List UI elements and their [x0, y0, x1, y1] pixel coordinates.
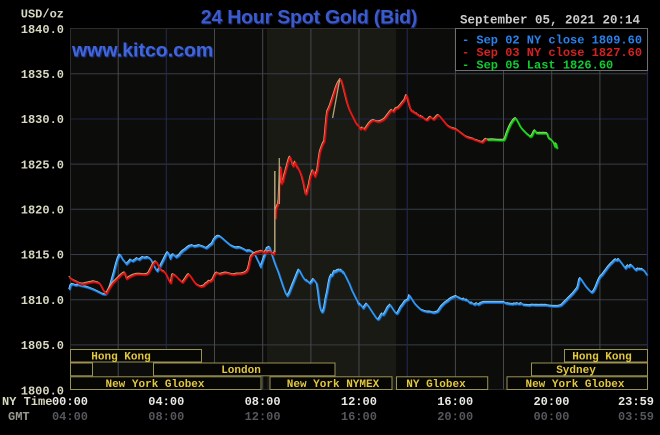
- svg-text:04:00: 04:00: [148, 395, 184, 409]
- svg-text:03:59: 03:59: [618, 410, 654, 424]
- svg-text:New York Globex: New York Globex: [525, 379, 624, 391]
- svg-text:08:00: 08:00: [245, 395, 281, 409]
- svg-text:24 Hour Spot Gold (Bid): 24 Hour Spot Gold (Bid): [202, 8, 418, 30]
- svg-text:Hong Kong: Hong Kong: [91, 351, 150, 363]
- svg-text:20:00: 20:00: [533, 395, 569, 409]
- svg-text:1830.0: 1830.0: [21, 113, 64, 127]
- svg-text:1835.0: 1835.0: [21, 68, 64, 82]
- svg-text:16:00: 16:00: [341, 410, 377, 424]
- svg-text:1805.0: 1805.0: [21, 339, 64, 353]
- svg-text:USD/oz: USD/oz: [21, 8, 64, 22]
- svg-text:1800.0: 1800.0: [21, 384, 64, 398]
- svg-text:20:00: 20:00: [437, 410, 473, 424]
- svg-text:- Sep 03 NY close 1827.60: - Sep 03 NY close 1827.60: [462, 46, 642, 60]
- svg-text:1820.0: 1820.0: [21, 204, 64, 218]
- svg-text:1815.0: 1815.0: [21, 249, 64, 263]
- svg-text:16:00: 16:00: [437, 395, 473, 409]
- svg-text:08:00: 08:00: [148, 410, 184, 424]
- svg-text:1810.0: 1810.0: [21, 294, 64, 308]
- svg-text:New York Globex: New York Globex: [105, 379, 204, 391]
- svg-text:www.kitco.com: www.kitco.com: [71, 40, 213, 62]
- svg-text:Hong Kong: Hong Kong: [572, 351, 631, 363]
- svg-text:London: London: [221, 365, 261, 377]
- svg-text:- Sep 02 NY close 1809.60: - Sep 02 NY close 1809.60: [462, 34, 642, 48]
- svg-text:GMT: GMT: [8, 410, 30, 424]
- svg-text:23:59: 23:59: [618, 395, 654, 409]
- svg-text:00:00: 00:00: [52, 395, 88, 409]
- svg-text:04:00: 04:00: [52, 410, 88, 424]
- svg-text:12:00: 12:00: [341, 395, 377, 409]
- svg-text:New York NYMEX: New York NYMEX: [287, 379, 380, 391]
- svg-text:- Sep 05 Last 1826.60: - Sep 05 Last 1826.60: [462, 58, 613, 72]
- svg-text:00:00: 00:00: [533, 410, 569, 424]
- svg-text:Sydney: Sydney: [556, 365, 596, 377]
- svg-text:NY Time: NY Time: [2, 395, 52, 409]
- svg-text:NY Globex: NY Globex: [406, 379, 466, 391]
- svg-text:1840.0: 1840.0: [21, 23, 64, 37]
- svg-text:www.kitco.com: www.kitco.com: [72, 41, 214, 63]
- svg-text:September 05, 2021 20:14: September 05, 2021 20:14: [460, 14, 641, 28]
- svg-text:12:00: 12:00: [245, 410, 281, 424]
- svg-text:1825.0: 1825.0: [21, 158, 64, 172]
- svg-text:24 Hour Spot Gold (Bid): 24 Hour Spot Gold (Bid): [201, 7, 417, 29]
